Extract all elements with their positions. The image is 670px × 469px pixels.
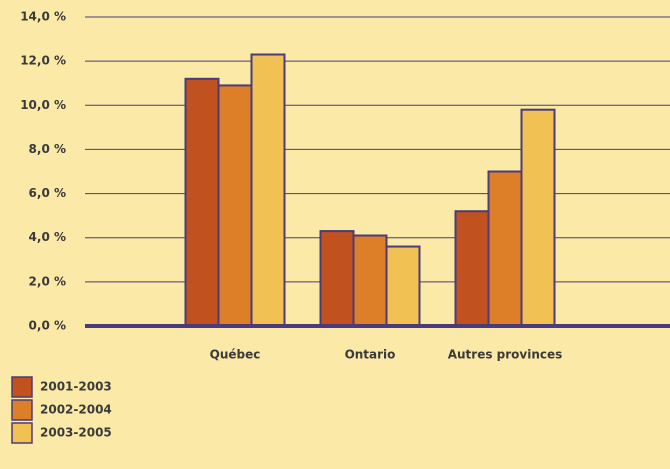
legend-label: 2003-2005 — [40, 426, 112, 440]
bar — [487, 170, 523, 327]
bar — [385, 245, 421, 328]
bar — [454, 210, 490, 328]
y-tick-label: 10,0 % — [20, 98, 66, 112]
bar — [520, 108, 556, 327]
legend-label: 2002-2004 — [40, 403, 112, 417]
legend-label: 2001-2003 — [40, 380, 112, 394]
y-tick-label: 14,0 % — [20, 10, 66, 24]
legend-swatch — [11, 376, 33, 398]
legend-swatch — [11, 422, 33, 444]
y-tick-label: 0,0 % — [29, 319, 66, 333]
x-tick-label: Ontario — [345, 348, 396, 362]
y-tick-label: 2,0 % — [29, 274, 66, 288]
y-tick-label: 12,0 % — [20, 54, 66, 68]
bar — [184, 77, 220, 327]
x-tick-label: Autres provinces — [448, 348, 563, 362]
bar — [319, 230, 355, 327]
y-tick-label: 6,0 % — [29, 186, 66, 200]
y-tick-label: 4,0 % — [29, 230, 66, 244]
bar — [352, 234, 388, 327]
legend-swatch — [11, 399, 33, 421]
bar — [217, 84, 253, 327]
x-tick-label: Québec — [210, 348, 261, 362]
y-tick-label: 8,0 % — [29, 142, 66, 156]
bar — [250, 53, 286, 328]
